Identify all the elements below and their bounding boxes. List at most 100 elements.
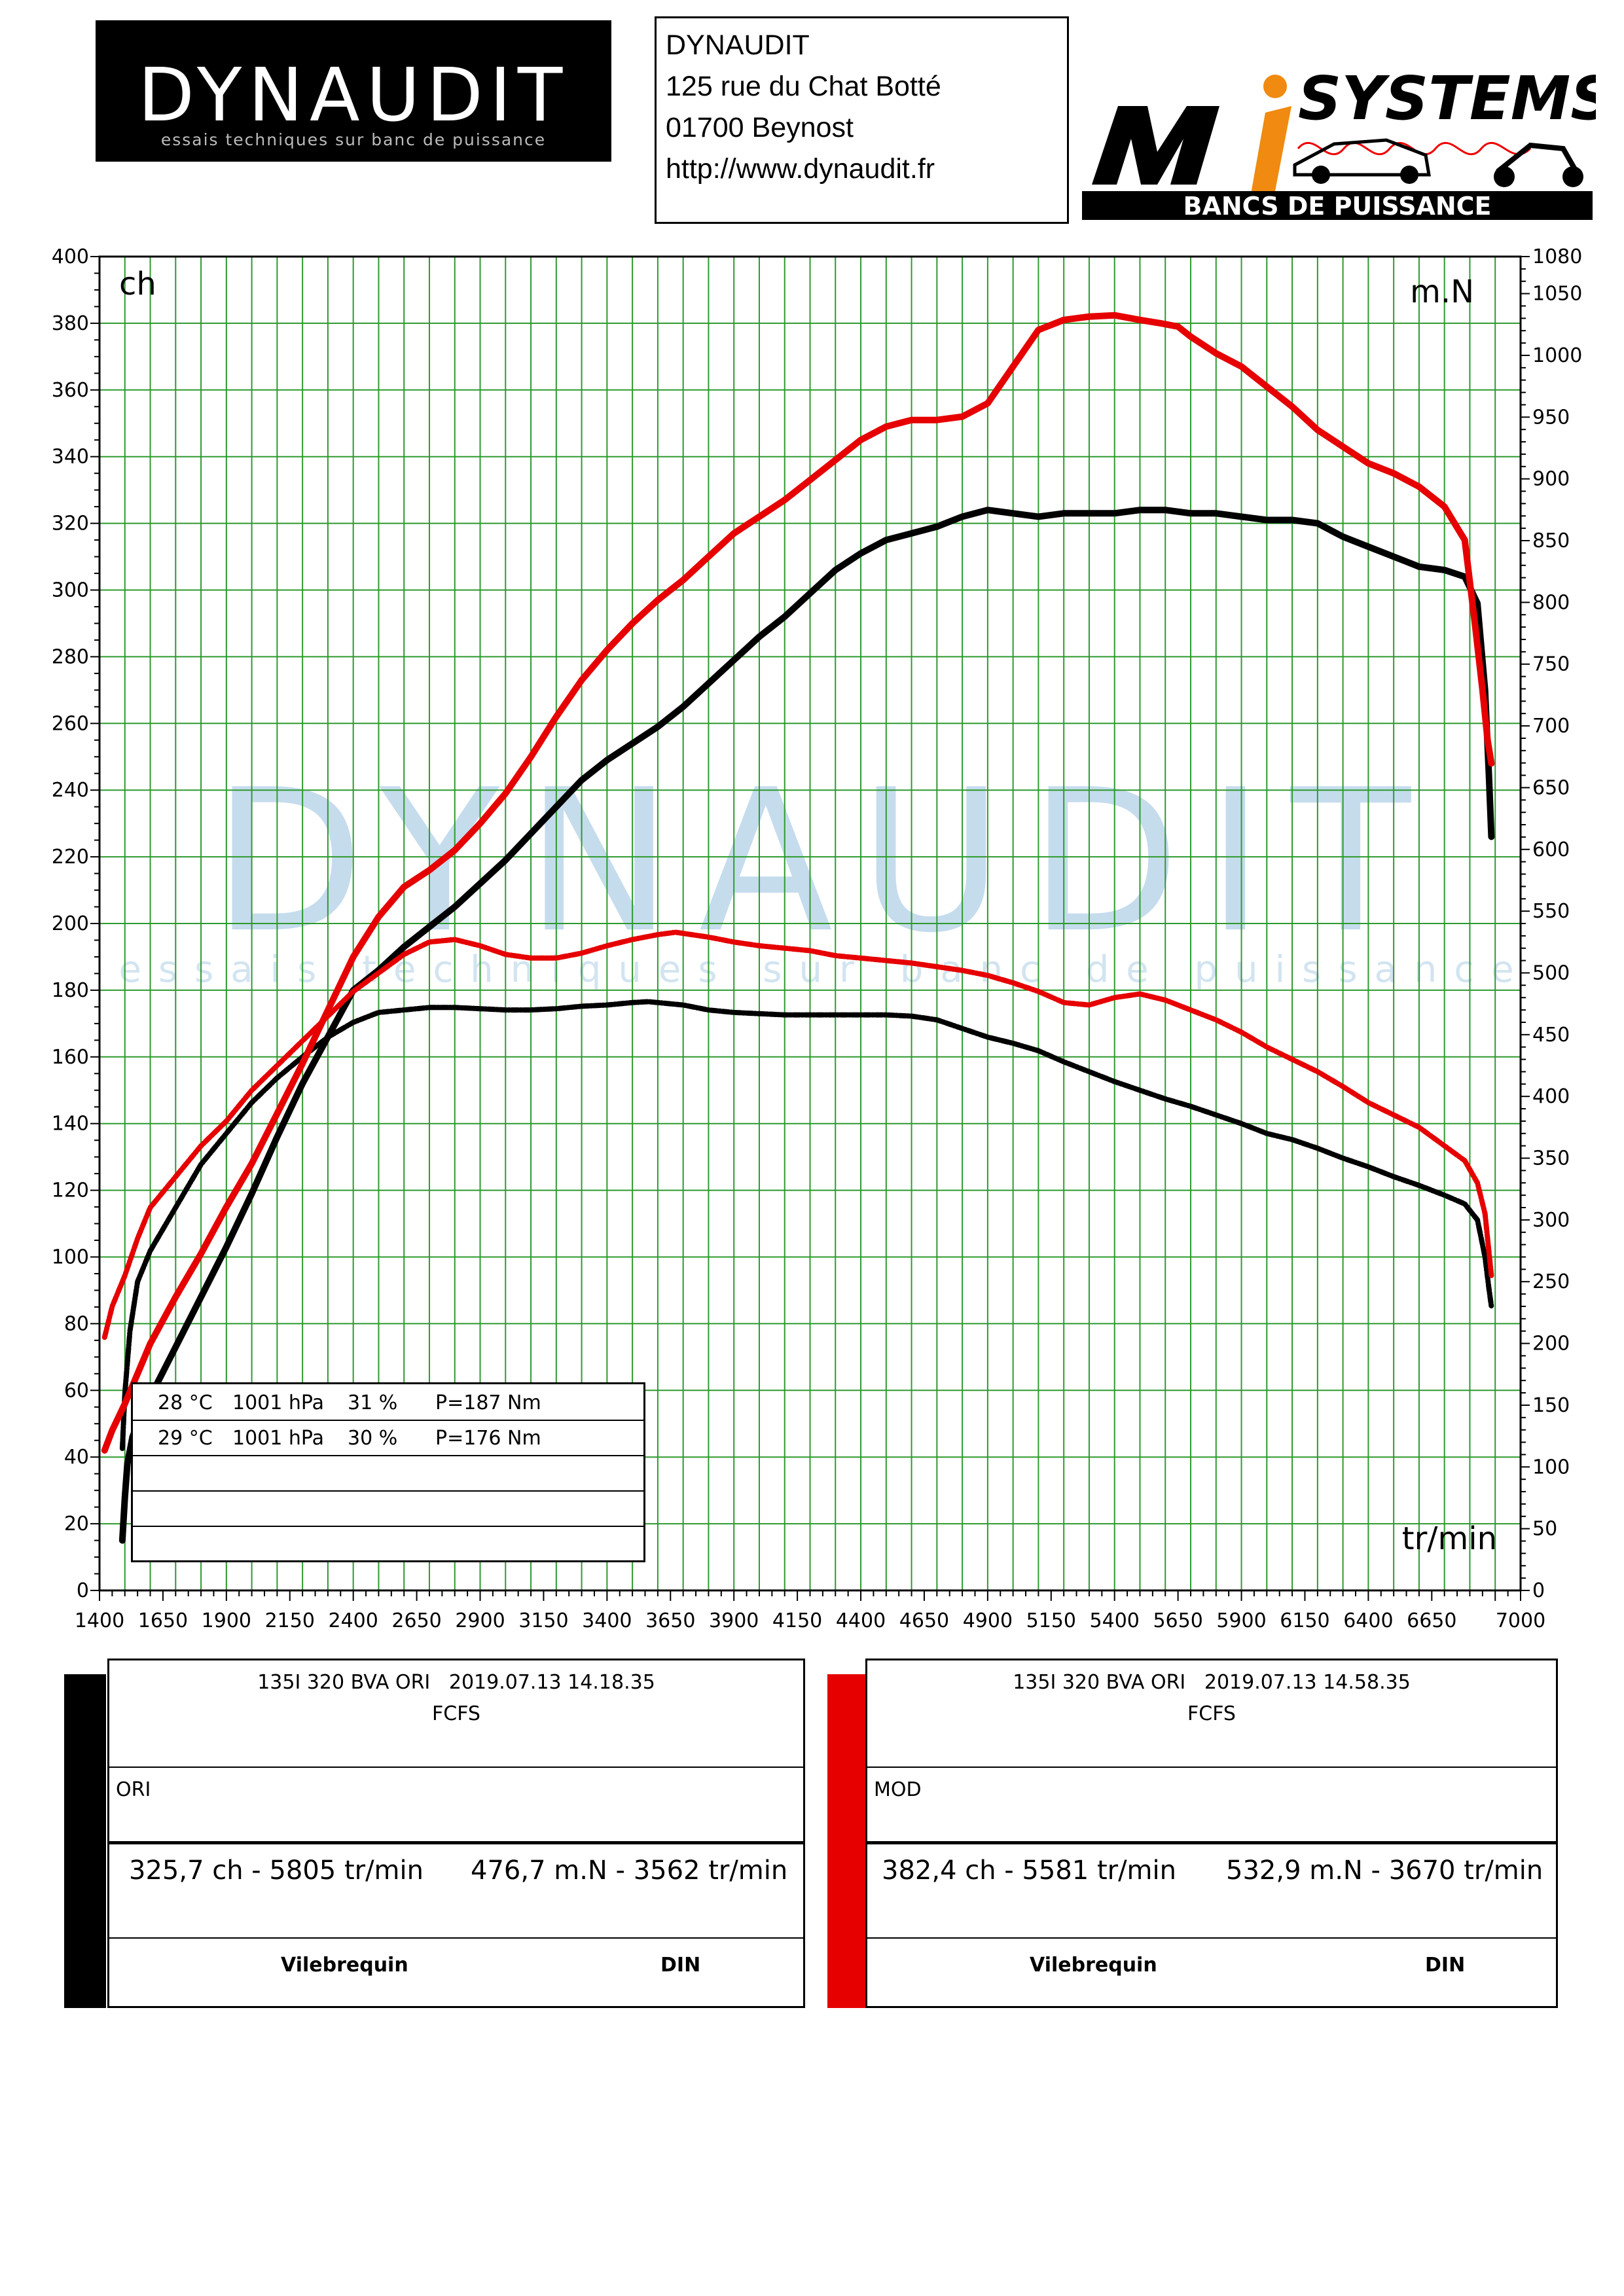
x-tick-label: 7000: [1496, 1609, 1545, 1632]
right-tick-label: 100: [1532, 1456, 1570, 1479]
condition-pressure-2: 1001 hPa: [232, 1427, 325, 1450]
right-tick-labels: 0 50 100 150 200 250 300 350 400 450 500 550 600 650 7…: [1532, 245, 1582, 1602]
condition-temp-2: 29 °C: [158, 1427, 213, 1450]
right-tick-label: 650: [1532, 776, 1570, 799]
left-tick-labels: 0 20 40 60 80 100 120 140 160 180 200 220 240 260 280 3…: [52, 245, 89, 1602]
run-mod-measure: Vilebrequin: [1030, 1954, 1157, 1977]
watermark: DYNAUDIT essais techniques sur banc de p…: [118, 747, 1513, 991]
address-line-3: 01700 Beynost: [666, 112, 854, 143]
x-tick-label: 5900: [1216, 1609, 1266, 1632]
right-tick-label: 350: [1532, 1147, 1570, 1170]
x-tick-label: 3400: [582, 1609, 632, 1632]
right-tick-label: 900: [1532, 468, 1570, 491]
run-mod-title: 135I 320 BVA ORI 2019.07.13 14.58.35: [1013, 1671, 1411, 1694]
run-mod-standard: FCFS: [1187, 1702, 1236, 1725]
chart-grid: [99, 256, 1521, 1591]
left-tick-label: 260: [52, 712, 89, 735]
run-mod-norm: DIN: [1425, 1954, 1466, 1977]
logo-tagline: essais techniques sur banc de puissance: [160, 130, 547, 149]
address-box: DYNAUDIT 125 rue du Chat Botté 01700 Bey…: [655, 16, 1069, 224]
x-tick-label: 3650: [645, 1609, 695, 1632]
run-ori-measure: Vilebrequin: [281, 1954, 408, 1977]
conditions-table: 28 °C 1001 hPa 31 % P=187 Nm 29 °C 1001 …: [131, 1382, 645, 1562]
address-line-4: http://www.dynaudit.fr: [666, 153, 935, 185]
run-mod-table: 135I 320 BVA ORI 2019.07.13 14.58.35 FCF…: [865, 1659, 1558, 2008]
x-tick-label: 3900: [709, 1609, 759, 1632]
logo-wordmark: DYNAUDIT: [137, 53, 569, 138]
run-ori-label: ORI: [116, 1778, 151, 1801]
right-tick-label: 0: [1532, 1579, 1545, 1602]
right-tick-label: 200: [1532, 1333, 1570, 1355]
left-tick-label: 200: [52, 912, 89, 935]
condition-pressure-1: 1001 hPa: [232, 1391, 325, 1414]
right-tick-label: 750: [1532, 653, 1570, 676]
right-tick-label: 400: [1532, 1085, 1570, 1108]
right-tick-label: 50: [1532, 1518, 1557, 1541]
right-tick-label: 700: [1532, 715, 1570, 738]
x-tick-label: 1650: [138, 1609, 188, 1632]
x-tick-label: 4150: [772, 1609, 822, 1632]
right-tick-label: 850: [1532, 529, 1570, 552]
run-mod-torque: 532,9 m.N - 3670 tr/min: [1226, 1856, 1543, 1886]
left-tick-label: 280: [52, 645, 89, 668]
left-tick-label: 340: [52, 446, 89, 469]
right-tick-label: 300: [1532, 1209, 1570, 1232]
right-tick-label: 800: [1532, 591, 1570, 614]
right-tick-label: 600: [1532, 838, 1570, 861]
x-tick-label: 2650: [391, 1609, 441, 1632]
left-tick-label: 120: [52, 1179, 89, 1202]
left-tick-label: 240: [52, 779, 89, 802]
left-tick-label: 80: [64, 1312, 89, 1335]
run-ori-power: 325,7 ch - 5805 tr/min: [129, 1856, 424, 1886]
x-tick-label: 4650: [899, 1609, 949, 1632]
right-tick-label: 950: [1532, 406, 1570, 429]
right-tick-label: 550: [1532, 900, 1570, 923]
condition-humidity-1: 31 %: [348, 1391, 398, 1414]
left-tick-label: 380: [52, 312, 89, 335]
logo-bancs-text: BANCS DE PUISSANCE: [1183, 192, 1491, 221]
condition-losses-2: P=176 Nm: [435, 1427, 541, 1450]
x-tick-label: 5650: [1153, 1609, 1202, 1632]
run-ori-torque: 476,7 m.N - 3562 tr/min: [471, 1856, 788, 1886]
condition-temp-1: 28 °C: [158, 1391, 213, 1414]
x-tick-label: 4900: [963, 1609, 1013, 1632]
right-tick-label: 150: [1532, 1394, 1570, 1417]
left-tick-label: 320: [52, 512, 89, 535]
x-tick-label: 3150: [518, 1609, 568, 1632]
right-tick-label: 500: [1532, 961, 1570, 984]
run-ori-color-bar: [64, 1674, 106, 2008]
y-left-label: ch: [119, 266, 156, 302]
right-tick-label: 1080: [1532, 245, 1582, 268]
dyno-chart: DYNAUDIT essais techniques sur banc de p…: [52, 245, 1583, 1632]
series-mod-torque-line: [101, 929, 1494, 1340]
x-tick-label: 1400: [75, 1609, 124, 1632]
x-tick-label: 6150: [1280, 1609, 1329, 1632]
left-tick-label: 400: [52, 245, 89, 268]
right-tick-label: 450: [1532, 1024, 1570, 1047]
mi-systems-logo: SYSTEMS BANCS DE PUISSANCE: [1079, 60, 1596, 223]
x-axis-label: tr/min: [1402, 1520, 1497, 1557]
chart-axes: [90, 255, 1530, 1601]
x-tick-label: 6650: [1407, 1609, 1456, 1632]
x-tick-label: 2400: [328, 1609, 378, 1632]
x-tick-labels: 1400 1650 1900 2150 2400 2650 2900 3150 3400 3650…: [75, 1609, 1545, 1632]
right-tick-label: 250: [1532, 1270, 1570, 1293]
left-tick-label: 140: [52, 1113, 89, 1136]
run-mod-label: MOD: [874, 1778, 922, 1801]
x-tick-label: 6400: [1343, 1609, 1393, 1632]
x-tick-label: 5400: [1090, 1609, 1140, 1632]
left-tick-label: 220: [52, 846, 89, 869]
left-tick-label: 40: [64, 1446, 89, 1469]
x-tick-label: 4400: [836, 1609, 886, 1632]
watermark-word: DYNAUDIT: [213, 747, 1437, 976]
logo-systems-text: SYSTEMS: [1298, 63, 1596, 134]
run-ori-table: 135I 320 BVA ORI 2019.07.13 14.18.35 FCF…: [107, 1659, 805, 2008]
left-tick-label: 360: [52, 379, 89, 402]
run-ori-standard: FCFS: [432, 1702, 480, 1725]
condition-losses-1: P=187 Nm: [435, 1391, 541, 1414]
left-tick-label: 160: [52, 1046, 89, 1069]
right-tick-label: 1050: [1532, 283, 1582, 306]
x-tick-label: 2150: [265, 1609, 315, 1632]
x-tick-label: 2900: [455, 1609, 505, 1632]
condition-humidity-2: 30 %: [348, 1427, 398, 1450]
